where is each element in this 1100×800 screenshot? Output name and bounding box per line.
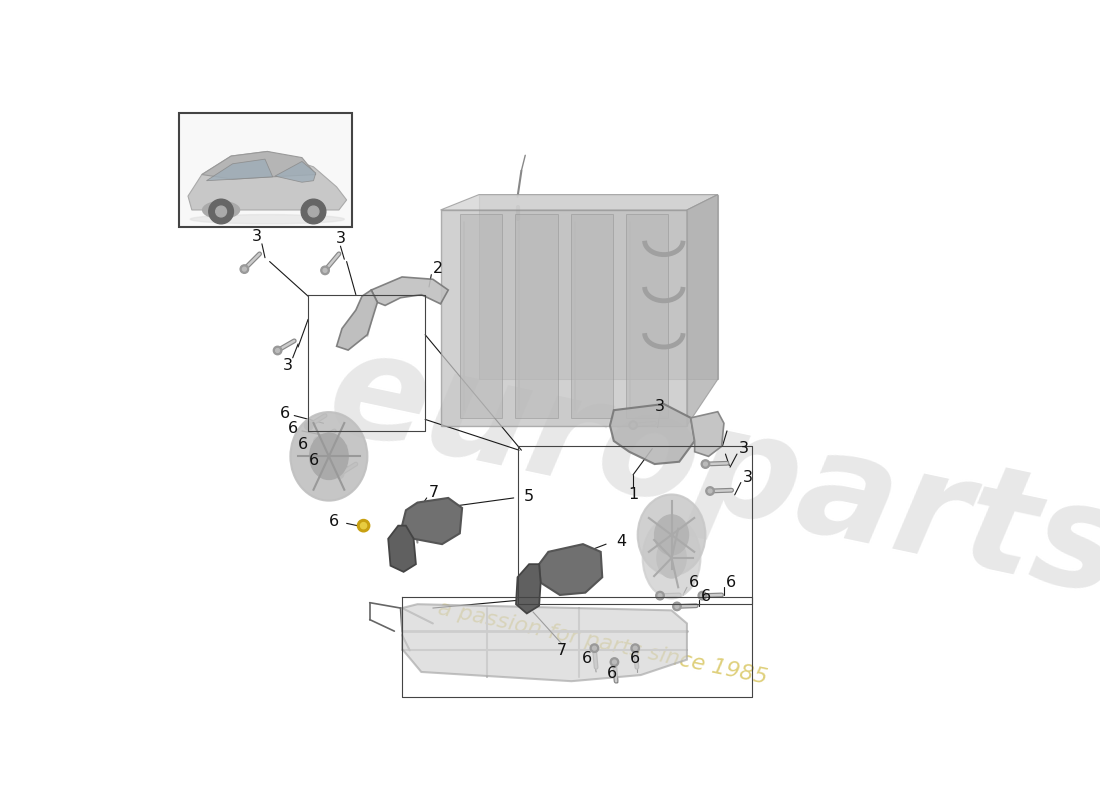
Circle shape [613,660,616,664]
Text: 7: 7 [429,485,439,500]
Text: 6: 6 [629,650,640,666]
Ellipse shape [290,412,367,501]
Circle shape [673,602,681,610]
Circle shape [308,206,319,217]
Text: 6: 6 [280,406,290,421]
Circle shape [361,522,366,529]
Text: 3: 3 [283,358,293,373]
Text: a passion for parts since 1985: a passion for parts since 1985 [436,598,769,687]
Text: 3: 3 [654,399,666,414]
Circle shape [209,199,233,224]
Ellipse shape [310,434,348,479]
Circle shape [701,460,710,468]
Circle shape [323,269,327,272]
Circle shape [321,266,329,274]
Ellipse shape [654,515,689,555]
Polygon shape [403,604,686,682]
Polygon shape [516,564,541,614]
Ellipse shape [642,518,701,598]
Polygon shape [188,151,346,210]
Text: 3: 3 [739,441,749,456]
Text: 6: 6 [582,650,592,666]
Circle shape [631,423,635,427]
Circle shape [307,424,310,428]
Text: 6: 6 [309,454,319,469]
Ellipse shape [202,202,240,218]
Polygon shape [372,277,449,306]
Circle shape [704,462,707,466]
Polygon shape [571,214,613,418]
Polygon shape [440,194,717,210]
Circle shape [314,437,322,446]
Circle shape [634,646,637,650]
Circle shape [301,199,326,224]
Circle shape [708,489,712,493]
Polygon shape [202,151,316,179]
Text: 3: 3 [252,230,262,245]
Polygon shape [609,404,695,464]
Ellipse shape [657,538,686,578]
Circle shape [305,422,314,430]
Polygon shape [440,210,686,426]
Circle shape [656,591,664,600]
Text: 6: 6 [288,421,298,436]
Polygon shape [626,214,669,418]
Circle shape [593,646,596,650]
Polygon shape [207,159,273,181]
Circle shape [316,439,320,443]
Polygon shape [686,194,717,426]
Circle shape [698,591,706,600]
Circle shape [706,486,714,495]
Text: 6: 6 [329,514,339,529]
Circle shape [675,605,679,608]
Text: 2: 2 [433,261,443,276]
Circle shape [631,644,639,652]
Circle shape [336,470,344,478]
Text: europarts: europarts [317,321,1100,626]
Polygon shape [337,290,377,350]
Text: 1: 1 [628,487,638,502]
Circle shape [327,454,331,458]
Circle shape [324,452,333,461]
Text: 6: 6 [606,666,617,681]
Circle shape [242,267,246,271]
Text: 4: 4 [616,534,626,549]
Polygon shape [403,498,462,544]
Polygon shape [539,544,603,595]
Circle shape [629,421,637,430]
Circle shape [591,644,598,652]
Bar [178,113,352,227]
Text: 6: 6 [298,438,308,452]
Circle shape [701,594,704,598]
Text: 7: 7 [557,643,568,658]
Circle shape [273,346,282,354]
Circle shape [216,206,227,217]
Ellipse shape [190,214,344,224]
Polygon shape [480,194,717,379]
Circle shape [338,472,341,476]
Circle shape [358,519,370,532]
Text: 6: 6 [726,575,736,590]
Text: 6: 6 [689,575,698,590]
Text: 5: 5 [524,489,534,504]
Text: 3: 3 [336,231,345,246]
Ellipse shape [638,494,705,575]
Text: 6: 6 [701,589,711,604]
Polygon shape [460,214,502,418]
Circle shape [240,265,249,274]
Polygon shape [691,412,724,456]
Circle shape [658,594,662,598]
Text: 3: 3 [742,470,752,485]
Circle shape [610,658,618,666]
Polygon shape [388,526,416,572]
Polygon shape [515,214,558,418]
Polygon shape [275,162,316,182]
Circle shape [276,349,279,353]
